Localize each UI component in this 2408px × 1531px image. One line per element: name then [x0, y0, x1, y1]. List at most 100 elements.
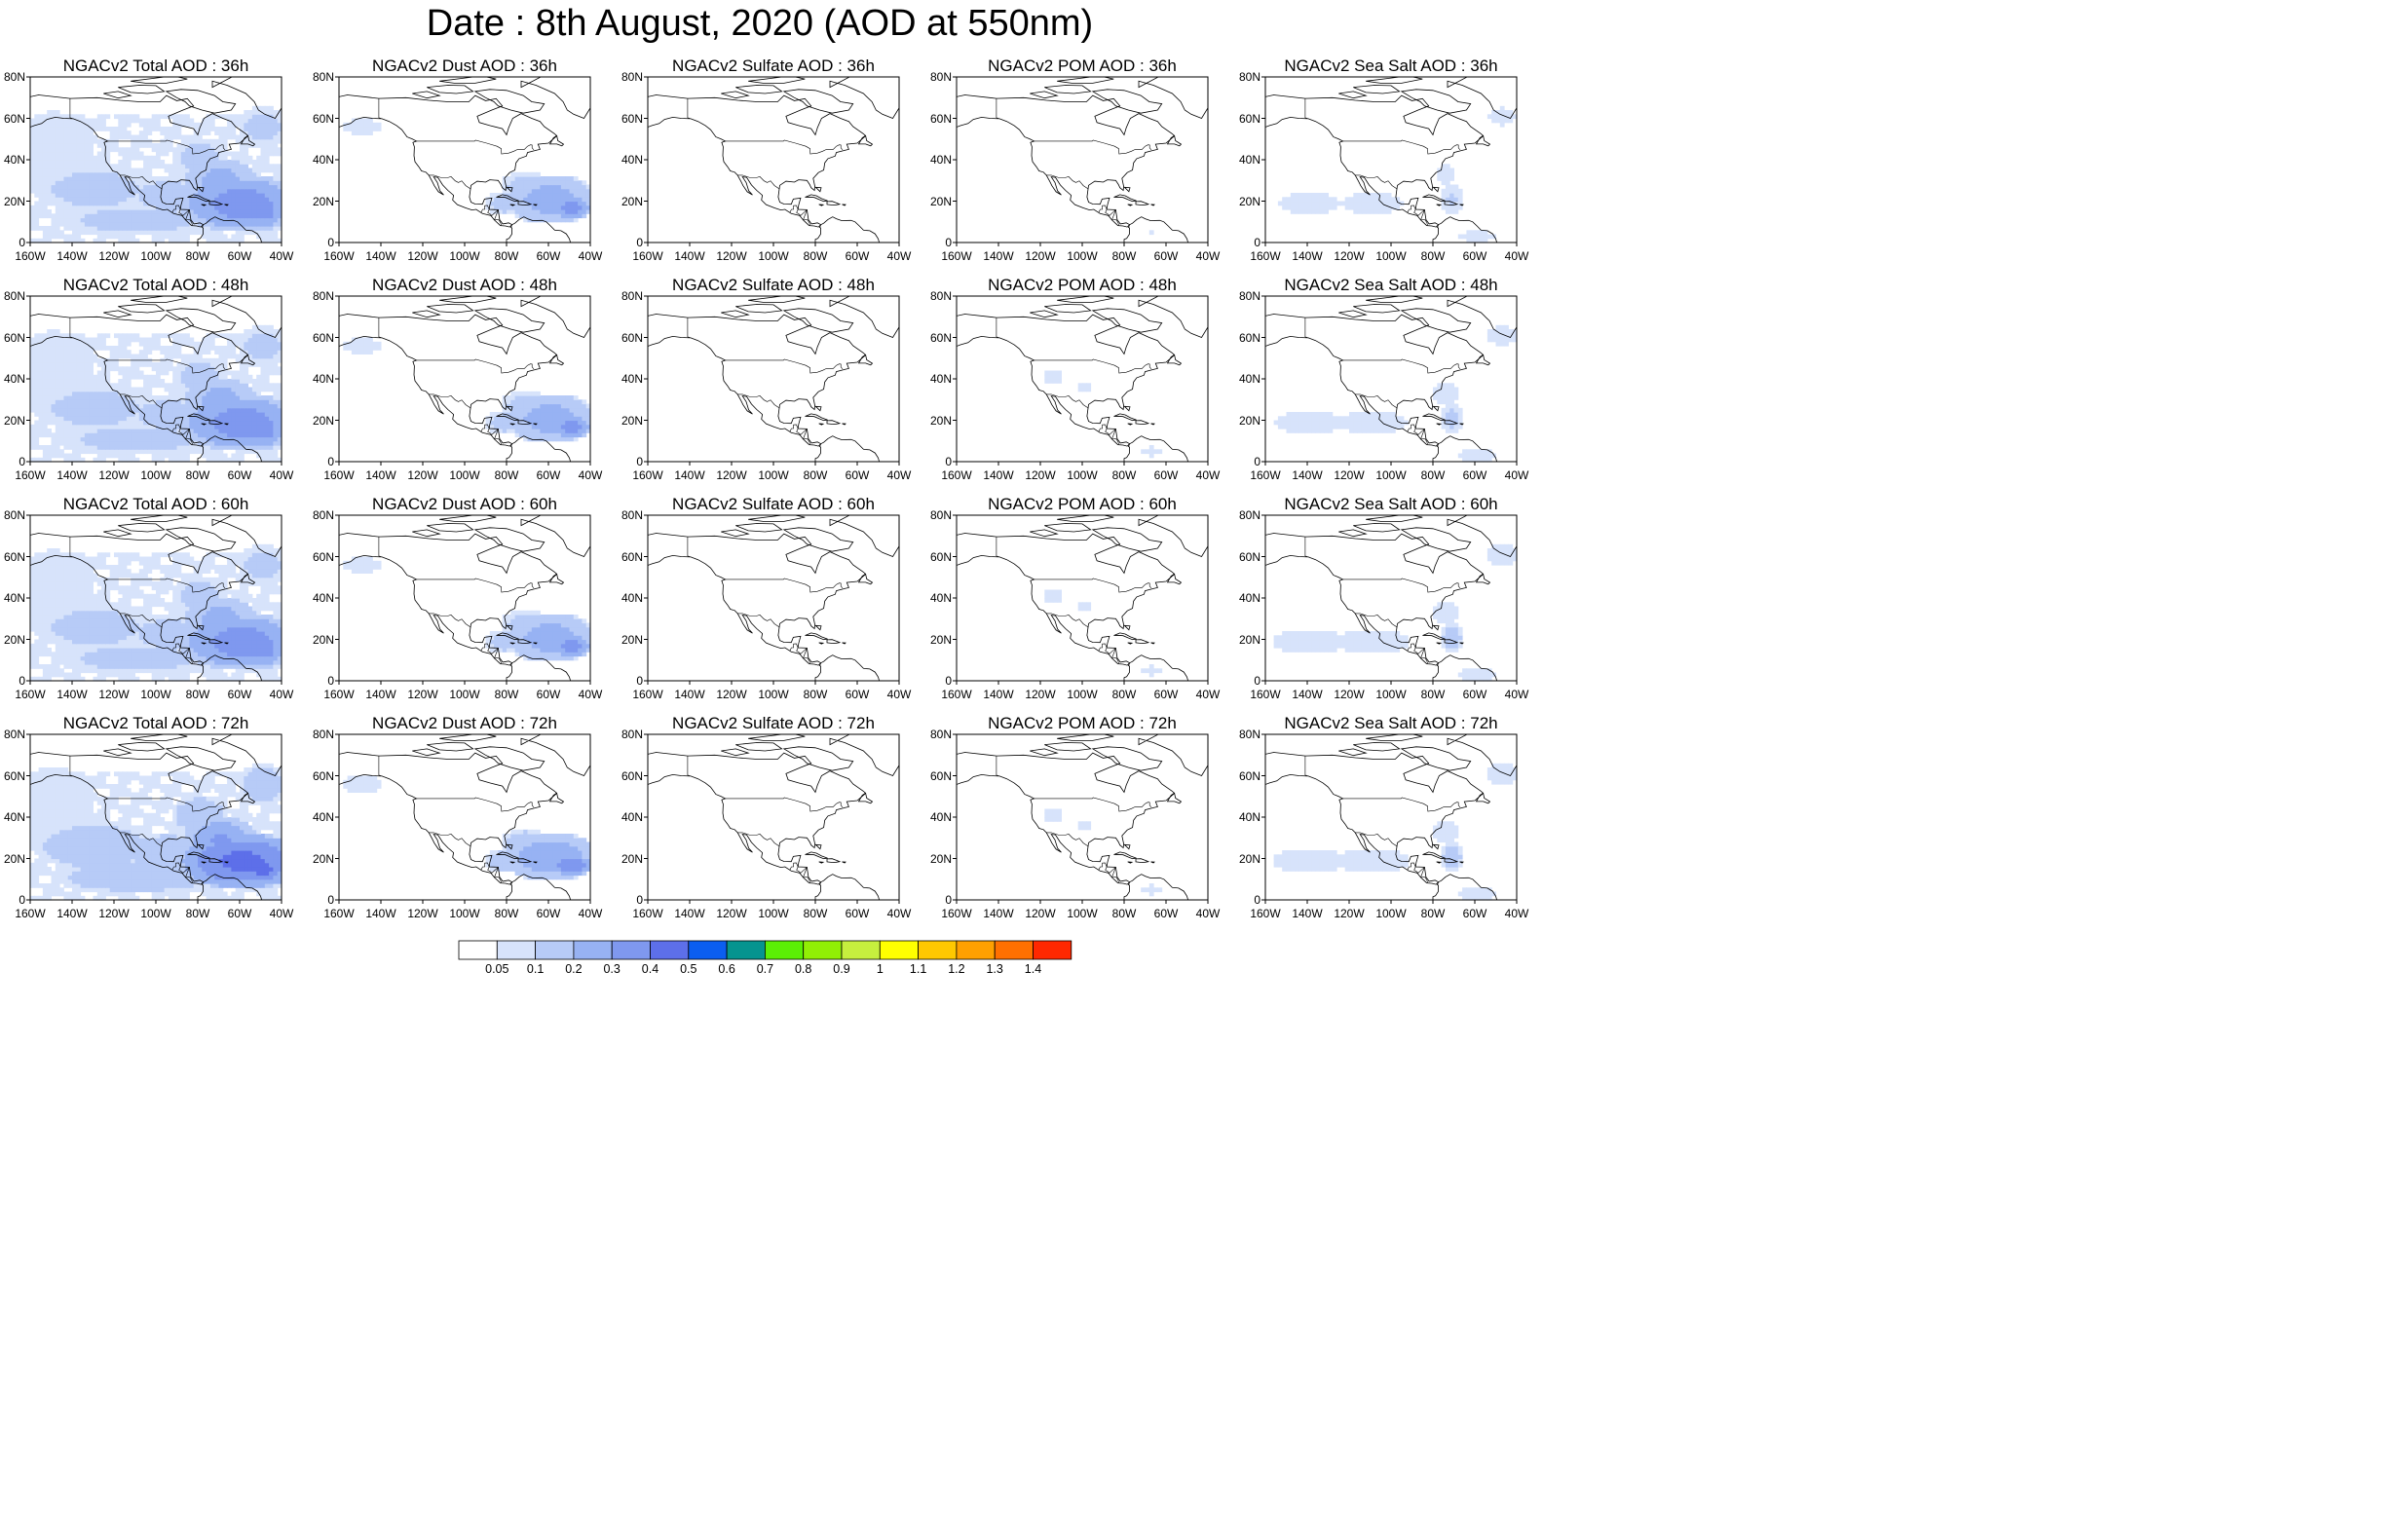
- aod-cell: [527, 412, 533, 417]
- aod-cell: [556, 176, 562, 181]
- aod-cell: [96, 412, 102, 417]
- aod-cell: [206, 445, 211, 450]
- aod-cell: [514, 416, 520, 422]
- aod-cell: [264, 350, 270, 355]
- aod-cell: [96, 333, 102, 339]
- aod-cell: [510, 412, 516, 417]
- aod-cell: [198, 209, 203, 214]
- aod-cell: [118, 337, 124, 343]
- aod-cell: [240, 131, 245, 135]
- coastline: [103, 91, 132, 99]
- aod-cell: [63, 184, 69, 190]
- aod-cell: [105, 449, 111, 455]
- aod-cell: [189, 197, 195, 203]
- aod-cell: [151, 429, 157, 433]
- aod-cell: [247, 407, 253, 413]
- aod-cell: [160, 127, 166, 131]
- aod-cell: [240, 205, 245, 210]
- aod-cell: [118, 383, 124, 389]
- aod-cell: [1298, 424, 1304, 429]
- aod-cell: [260, 362, 266, 367]
- aod-cell: [80, 131, 86, 135]
- aod-cell: [151, 407, 157, 413]
- aod-cell: [269, 217, 274, 223]
- aod-cell: [122, 350, 128, 355]
- aod-cell: [63, 188, 69, 194]
- aod-cell: [231, 221, 237, 227]
- aod-cell: [67, 176, 73, 181]
- aod-cell: [131, 114, 135, 120]
- aod-cell: [38, 420, 44, 426]
- aod-cell: [51, 672, 56, 678]
- aod-cell: [164, 357, 169, 363]
- aod-cell: [240, 362, 245, 367]
- aod-cell: [569, 205, 575, 210]
- aod-cell: [260, 238, 266, 243]
- lat-tick-label: 60N: [3, 549, 25, 564]
- aod-cell: [260, 387, 266, 392]
- aod-cell: [193, 184, 199, 190]
- aod-cell: [172, 127, 177, 131]
- aod-cell: [1386, 205, 1392, 210]
- aod-cell: [30, 374, 35, 380]
- aod-cell: [1315, 412, 1321, 417]
- aod-cell: [264, 366, 270, 372]
- aod-cell: [172, 234, 177, 240]
- aod-cell: [202, 370, 207, 376]
- aod-cell: [240, 147, 245, 153]
- aod-cell: [172, 399, 177, 405]
- aod-cell: [134, 664, 140, 669]
- aod-cell: [1457, 188, 1463, 194]
- aod-cell: [172, 193, 177, 198]
- aod-cell: [160, 429, 166, 433]
- aod-cell: [143, 354, 148, 359]
- aod-cell: [214, 672, 219, 678]
- aod-cell: [114, 440, 119, 446]
- aod-cell: [185, 201, 190, 206]
- aod-cell: [209, 209, 215, 214]
- aod-cell: [260, 209, 266, 214]
- aod-cell: [156, 221, 161, 227]
- aod-cell: [109, 383, 115, 389]
- aod-cell: [156, 668, 161, 674]
- aod-cell: [244, 337, 249, 343]
- aod-cell: [251, 412, 257, 417]
- aod-cell: [164, 147, 169, 153]
- aod-cell: [235, 432, 241, 438]
- aod-cell: [247, 379, 253, 384]
- aod-cell: [168, 457, 173, 463]
- aod-cell: [264, 354, 270, 359]
- aod-cell: [47, 155, 52, 161]
- aod-cell: [514, 213, 520, 219]
- aod-cell: [552, 412, 558, 417]
- aod-cell: [1373, 197, 1379, 203]
- aod-cell: [523, 432, 528, 438]
- aod-cell: [109, 429, 115, 433]
- aod-cell: [198, 407, 203, 413]
- aod-cell: [1324, 424, 1329, 429]
- aod-cell: [189, 168, 195, 173]
- aod-cell: [55, 110, 60, 115]
- aod-cell: [510, 180, 516, 186]
- aod-cell: [1391, 429, 1396, 433]
- aod-cell: [251, 118, 257, 124]
- aod-cell: [1445, 176, 1450, 181]
- aod-cell: [277, 366, 282, 372]
- coastline: [473, 89, 546, 114]
- aod-cell: [1048, 374, 1054, 380]
- aod-cell: [277, 403, 282, 409]
- aod-cell: [193, 143, 199, 148]
- aod-cell: [55, 362, 60, 367]
- aod-cell: [206, 416, 211, 422]
- aod-cell: [260, 329, 266, 334]
- aod-cell: [109, 664, 115, 669]
- aod-cell: [206, 432, 211, 438]
- aod-cell: [47, 176, 52, 181]
- aod-cell: [247, 412, 253, 417]
- aod-cell: [244, 357, 249, 363]
- aod-cell: [214, 171, 219, 177]
- aod-cell: [193, 379, 199, 384]
- aod-cell: [273, 118, 279, 124]
- aod-cell: [101, 676, 106, 682]
- aod-cell: [247, 350, 253, 355]
